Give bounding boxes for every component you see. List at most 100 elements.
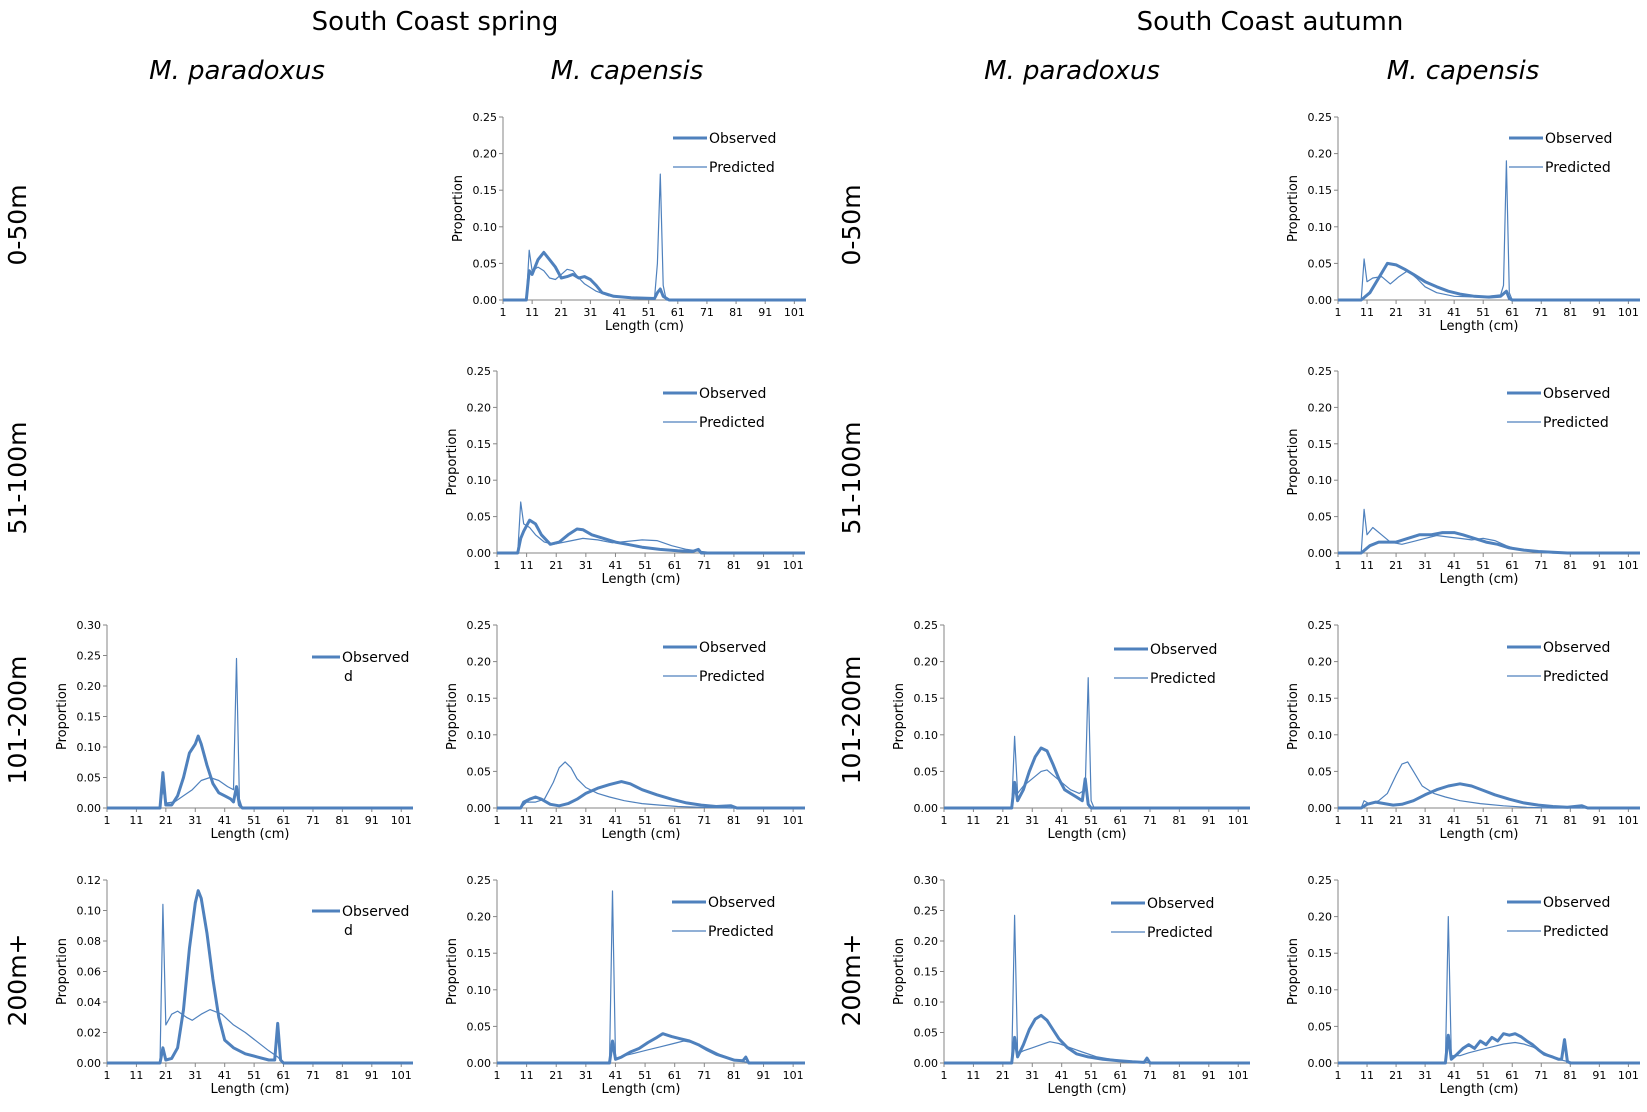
x-tick-label: 31 [1418, 1069, 1432, 1082]
x-tick-label: 41 [218, 1069, 232, 1082]
x-tick-label: 91 [757, 1069, 771, 1082]
y-tick-label: 0.25 [1308, 619, 1333, 632]
x-tick-label: 91 [1202, 814, 1216, 827]
y-axis-title: Proportion [892, 683, 907, 750]
x-axis-title: Length (cm) [211, 1082, 290, 1097]
y-tick-label: 0.25 [1308, 874, 1333, 887]
x-tick-label: 101 [1618, 1069, 1639, 1082]
y-axis-title: Proportion [55, 683, 70, 750]
x-tick-label: 51 [638, 1069, 652, 1082]
chart-panel: 0.000.020.040.060.080.100.121 11 21 31 41 51 6… [55, 874, 413, 1097]
series-predicted-line [497, 761, 805, 809]
x-tick-label: 31 [579, 559, 593, 572]
row-label-0-50m-left: 0-50m [3, 184, 32, 265]
x-tick-label: 11 [1360, 306, 1374, 319]
x-tick-label: 1 [104, 814, 111, 827]
x-axis-title: Length (cm) [602, 827, 681, 842]
x-tick-label: 41 [218, 814, 232, 827]
x-tick-label: 91 [757, 814, 771, 827]
y-tick-label: 0.30 [77, 619, 102, 632]
x-tick-label: 71 [306, 814, 320, 827]
y-tick-label: 0.05 [1308, 1020, 1333, 1033]
x-tick-label: 101 [391, 1069, 412, 1082]
y-tick-label: 0.05 [914, 1027, 939, 1040]
y-tick-label: 0.15 [77, 711, 102, 724]
x-tick-label: 41 [1447, 559, 1461, 572]
x-tick-label: 61 [671, 306, 685, 319]
x-tick-label: 71 [697, 559, 711, 572]
x-tick-label: 51 [247, 814, 261, 827]
x-tick-label: 31 [188, 1069, 202, 1082]
legend-label-observed: Observed [1543, 386, 1610, 402]
x-tick-label: 41 [1055, 814, 1069, 827]
series-predicted-line [1338, 508, 1640, 554]
x-axis-title: Length (cm) [211, 827, 290, 842]
y-tick-label: 0.25 [1308, 111, 1333, 124]
y-tick-label: 0.05 [914, 765, 939, 778]
x-axis-title: Length (cm) [605, 319, 684, 334]
x-tick-label: 11 [520, 814, 534, 827]
y-tick-label: 0.10 [77, 741, 102, 754]
x-tick-label: 71 [697, 1069, 711, 1082]
x-tick-label: 101 [784, 306, 805, 319]
legend-label-predicted: Predicted [699, 415, 765, 431]
x-tick-label: 81 [1563, 1069, 1577, 1082]
x-axis-title: Length (cm) [1048, 827, 1127, 842]
legend-label-predicted: Predicted [1147, 925, 1213, 941]
y-axis-title: Proportion [55, 938, 70, 1005]
y-tick-label: 0.25 [77, 650, 102, 663]
legend-label-observed: Observed [1543, 895, 1610, 911]
y-tick-label: 0.00 [467, 802, 492, 815]
y-tick-label: 0.12 [77, 874, 102, 887]
x-tick-label: 21 [549, 1069, 563, 1082]
y-tick-label: 0.10 [1308, 221, 1333, 234]
x-tick-label: 81 [335, 814, 349, 827]
x-tick-label: 51 [1476, 1069, 1490, 1082]
y-tick-label: 0.20 [467, 401, 492, 414]
x-tick-label: 61 [668, 1069, 682, 1082]
x-tick-label: 101 [1228, 1069, 1249, 1082]
x-tick-label: 21 [159, 1069, 173, 1082]
y-tick-label: 0.02 [77, 1027, 102, 1040]
x-tick-label: 31 [188, 814, 202, 827]
series-observed-line [503, 250, 806, 302]
y-tick-label: 0.00 [1308, 294, 1333, 307]
x-tick-label: 51 [1084, 814, 1098, 827]
y-tick-label: 0.10 [77, 905, 102, 918]
y-tick-label: 0.05 [473, 257, 498, 270]
y-tick-label: 0.00 [473, 294, 498, 307]
y-axis-title: Proportion [445, 938, 460, 1005]
y-tick-label: 0.20 [467, 911, 492, 924]
x-tick-label: 11 [1360, 559, 1374, 572]
species-title-autumn-capensis: M. capensis [1387, 56, 1539, 86]
x-tick-label: 51 [638, 559, 652, 572]
y-tick-label: 0.25 [914, 905, 939, 918]
x-tick-label: 31 [1025, 814, 1039, 827]
x-tick-label: 71 [700, 306, 714, 319]
y-axis-title: Proportion [1286, 175, 1301, 242]
series-predicted-line [503, 173, 806, 301]
y-tick-label: 0.15 [467, 692, 492, 705]
x-axis-title: Length (cm) [602, 572, 681, 587]
x-axis-title: Length (cm) [1440, 319, 1519, 334]
x-tick-label: 11 [520, 559, 534, 572]
x-tick-label: 51 [247, 1069, 261, 1082]
legend-label-wrap: d [344, 923, 353, 939]
x-tick-label: 91 [1202, 1069, 1216, 1082]
x-tick-label: 71 [1534, 1069, 1548, 1082]
x-tick-label: 61 [1505, 814, 1519, 827]
y-tick-label: 0.15 [473, 184, 498, 197]
y-tick-label: 0.00 [77, 1057, 102, 1070]
x-tick-label: 91 [758, 306, 772, 319]
y-tick-label: 0.25 [914, 619, 939, 632]
y-tick-label: 0.05 [1308, 257, 1333, 270]
legend-label-predicted: Predicted [699, 669, 765, 685]
x-tick-label: 41 [1447, 306, 1461, 319]
y-tick-label: 0.06 [77, 966, 102, 979]
y-tick-label: 0.10 [1308, 729, 1333, 742]
x-tick-label: 91 [365, 1069, 379, 1082]
x-tick-label: 81 [1172, 814, 1186, 827]
legend-label-observed: Observed [1147, 896, 1214, 912]
x-tick-label: 1 [104, 1069, 111, 1082]
x-tick-label: 61 [1505, 306, 1519, 319]
